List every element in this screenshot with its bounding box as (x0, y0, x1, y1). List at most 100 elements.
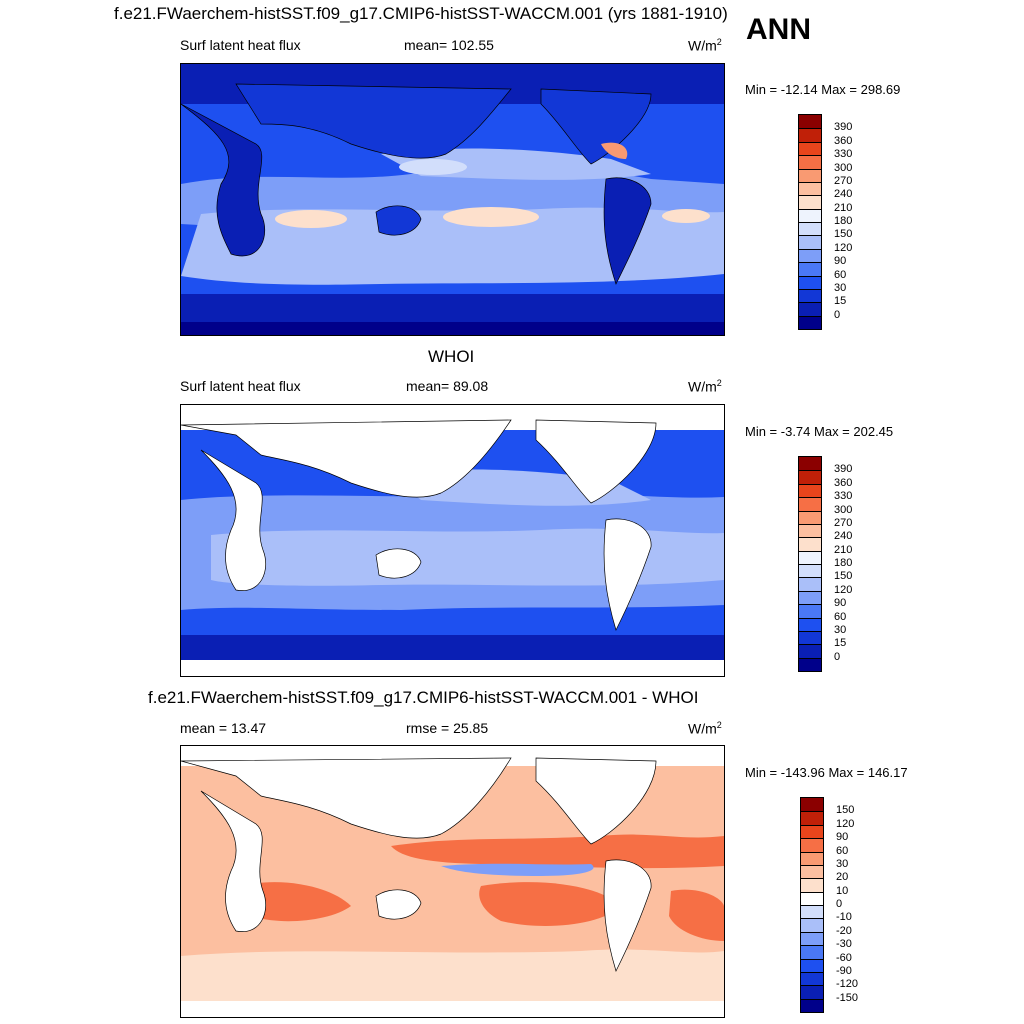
colorbar-swatch (801, 931, 823, 946)
southern-band (181, 949, 724, 1006)
africa-land (200, 790, 267, 932)
eurasia-land (181, 757, 512, 839)
hotspot-indian (275, 210, 347, 228)
colorbar-tick-label: 150 (836, 804, 855, 817)
colorbar-swatch (799, 302, 821, 316)
colorbar-tick-label: 30 (834, 623, 847, 636)
colorbar-tick-label: 150 (834, 570, 853, 583)
colorbar-tick-label: 90 (836, 831, 849, 844)
colorbar-swatch (799, 537, 821, 551)
panel1-minmax: Min = -12.14 Max = 298.69 (745, 82, 901, 97)
colorbar-tick-label: 330 (834, 148, 853, 161)
colorbar-swatch (799, 181, 821, 196)
eurasia-land (181, 419, 512, 498)
colorbar-swatch (799, 604, 821, 618)
colorbar-tick-label: 0 (834, 650, 841, 663)
australia-land (375, 548, 422, 579)
figure-title: f.e21.FWaerchem-histSST.f09_g17.CMIP6-hi… (114, 4, 728, 23)
colorbar-tick-label: 60 (836, 844, 849, 857)
colorbar-tick-label: 120 (836, 817, 855, 830)
colorbar-swatch (799, 128, 821, 142)
panel3-rmse-label: rmse = 25.85 (406, 720, 489, 736)
colorbar-tick-label: 0 (836, 898, 843, 910)
colorbar-tick-label: 270 (834, 516, 853, 529)
colorbar-tick-label: 390 (834, 463, 853, 476)
equatorial-negative (441, 863, 594, 876)
colorbar-tick-label: 270 (834, 174, 853, 187)
hotspot-atlantic (662, 209, 710, 223)
colorbar-swatch (799, 564, 821, 578)
colorbar-obs (798, 456, 822, 672)
panel3-mean-label: mean = 13.47 (180, 720, 267, 736)
colorbar-tick-label: 300 (834, 161, 853, 174)
colorbar-tick-label: 90 (834, 255, 847, 268)
colorbar-swatch (801, 905, 823, 919)
south-america-land (603, 518, 652, 631)
colorbar-tick-label: 390 (834, 121, 853, 134)
colorbar-swatch (799, 168, 821, 182)
eurasia-land (235, 83, 512, 159)
colorbar-swatch (801, 811, 823, 825)
colorbar-swatch (799, 155, 821, 169)
colorbar-swatch (799, 208, 821, 222)
colorbar-swatch (801, 824, 823, 839)
colorbar-swatch (799, 630, 821, 645)
gulf-stream (601, 142, 628, 159)
colorbar-tick-label: 150 (834, 228, 853, 241)
panel2-mean-label: mean= 89.08 (406, 378, 489, 394)
colorbar-swatch (799, 235, 821, 249)
colorbar-tick-label: 180 (834, 215, 853, 227)
north-america-land (540, 88, 652, 165)
north-america-land (535, 757, 657, 845)
colorbar-tick-label: 120 (834, 583, 853, 596)
colorbar-tick-label: 60 (834, 268, 847, 281)
colorbar-swatch (801, 998, 823, 1012)
panel2-minmax: Min = -3.74 Max = 202.45 (745, 424, 894, 439)
south-pacific-positive (479, 882, 621, 926)
colorbar-swatch (801, 798, 823, 812)
colorbar-tick-label: 240 (834, 530, 853, 543)
panel1-variable-label: Surf latent heat flux (180, 37, 301, 53)
colorbar-tick-label: 210 (834, 201, 853, 214)
colorbar-swatch (799, 315, 821, 329)
colorbar-tick-label: 180 (834, 557, 853, 569)
colorbar-swatch (799, 510, 821, 524)
colorbar-swatch (799, 222, 821, 236)
colorbar-swatch (801, 838, 823, 852)
colorbar-difference (800, 797, 824, 1013)
colorbar-swatch (799, 497, 821, 511)
colorbar-swatch (799, 590, 821, 605)
colorbar-tick-label: -90 (836, 964, 852, 977)
colorbar-tick-label: 330 (834, 490, 853, 503)
colorbar-tick-label: 360 (834, 134, 853, 147)
south-atlantic-positive (669, 889, 724, 941)
colorbar-swatch (801, 945, 823, 959)
colorbar-swatch (801, 958, 823, 972)
colorbar-swatch (801, 864, 823, 879)
pacific-band (391, 834, 724, 869)
colorbar-swatch (799, 457, 821, 471)
season-label: ANN (746, 13, 811, 46)
colorbar-tick-label: 15 (834, 295, 847, 308)
north-america-land (535, 419, 657, 504)
colorbar-swatch (801, 878, 823, 892)
africa-land (200, 449, 267, 591)
panel1-mean-label: mean= 102.55 (404, 37, 494, 53)
colorbar-tick-label: 10 (836, 884, 849, 897)
colorbar-swatch (799, 141, 821, 156)
colorbar-tick-label: 90 (834, 597, 847, 610)
panel2-units: W/m2 (688, 378, 722, 395)
colorbar-swatch (799, 470, 821, 484)
model-map (180, 63, 725, 336)
colorbar-swatch (799, 115, 821, 129)
colorbar-swatch (799, 195, 821, 209)
africa-land (181, 103, 265, 257)
colorbar-tick-label: 240 (834, 188, 853, 201)
colorbar-swatch (799, 657, 821, 671)
colorbar-swatch (801, 971, 823, 986)
panel2-title: WHOI (428, 347, 475, 366)
colorbar-swatch (799, 275, 821, 289)
colorbar-swatch (799, 644, 821, 658)
obs-map (180, 404, 725, 677)
kuroshio-band (399, 159, 467, 175)
